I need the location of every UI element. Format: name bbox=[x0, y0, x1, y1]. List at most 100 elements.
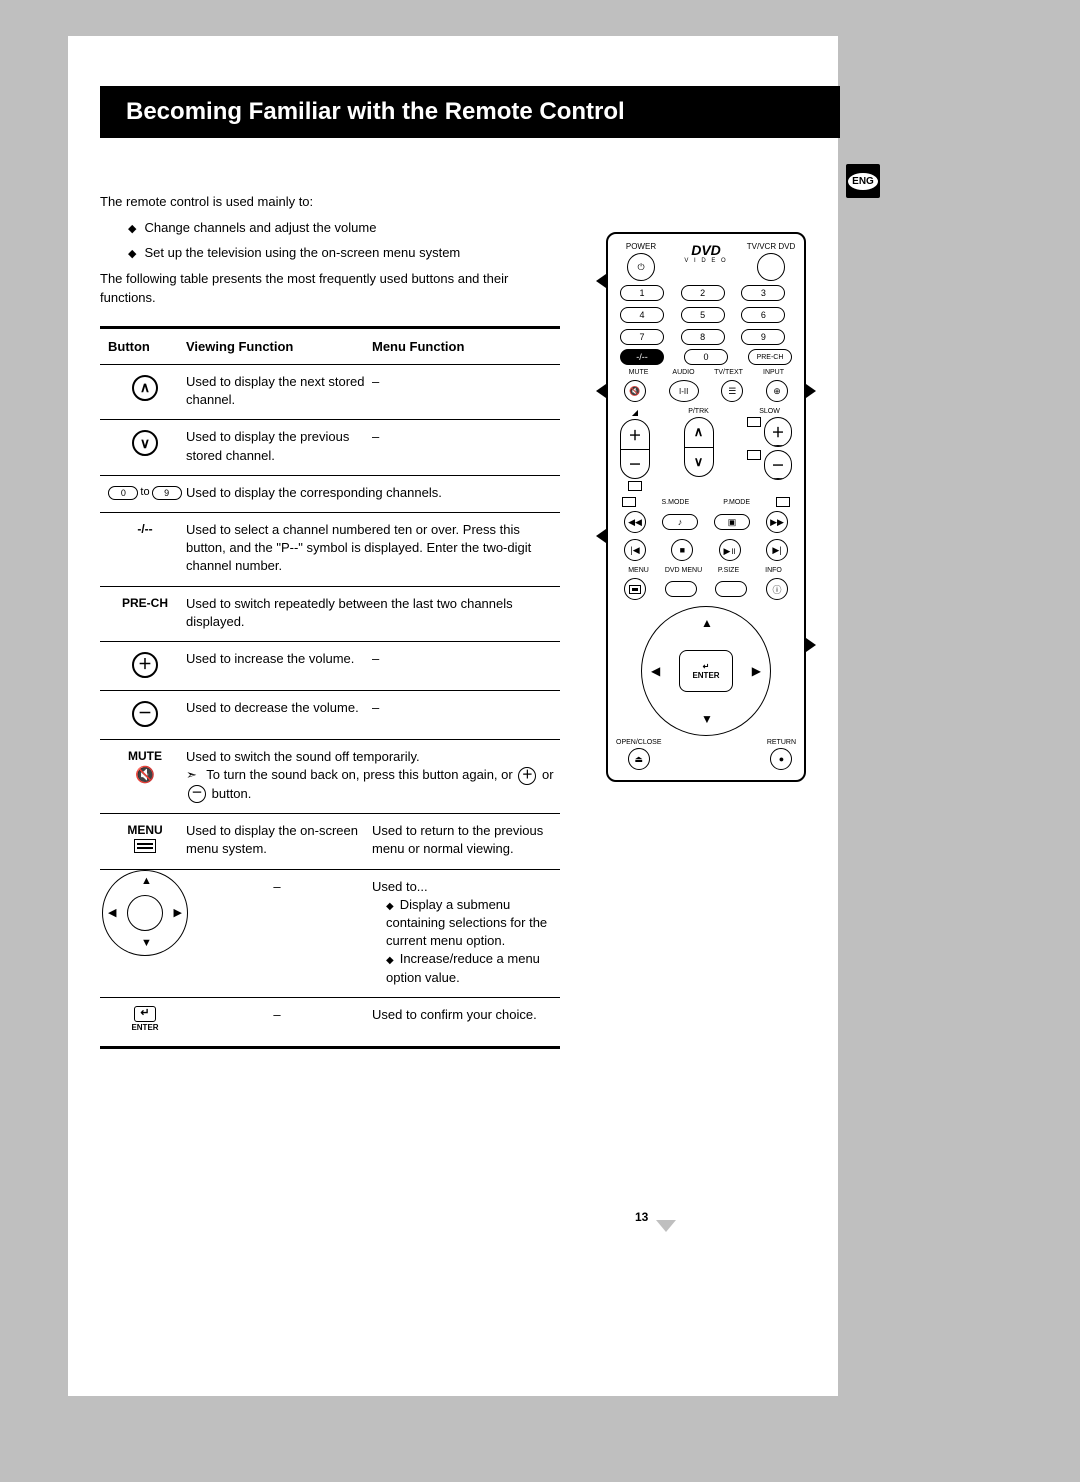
dash-desc: Used to select a channel numbered ten or… bbox=[186, 521, 560, 576]
return-icon: ● bbox=[770, 748, 792, 770]
intro-line1: The remote control is used mainly to: bbox=[100, 192, 560, 212]
channel-down-icon: ∨ bbox=[132, 430, 158, 456]
pmode-button-icon: ▣ bbox=[714, 514, 750, 530]
num-button: 4 bbox=[620, 307, 664, 323]
dash-button: -/-- bbox=[620, 349, 664, 365]
prech-button-label: PRE-CH bbox=[122, 595, 168, 612]
voldn-menu: – bbox=[372, 699, 560, 717]
num-button: 8 bbox=[681, 329, 725, 345]
open-close-group: OPEN/CLOSE ⏏ bbox=[616, 739, 662, 770]
tiny-icon bbox=[747, 450, 761, 460]
psize-button-icon bbox=[715, 581, 747, 597]
menu-button-label: MENU bbox=[127, 822, 162, 839]
ch-down-viewing: Used to display the previous stored chan… bbox=[186, 428, 368, 464]
callout-arrow-icon bbox=[806, 384, 816, 398]
volup-desc: Used to increase the volume. bbox=[186, 650, 368, 680]
return-group: RETURN ● bbox=[767, 739, 796, 770]
callout-arrow-icon bbox=[596, 529, 606, 543]
table-row: PRE-CH Used to switch repeatedly between… bbox=[100, 587, 560, 642]
power-label: POWER bbox=[616, 242, 666, 251]
voldn-desc: Used to decrease the volume. bbox=[186, 699, 368, 729]
dash-button-label: -/-- bbox=[137, 521, 152, 538]
play-pause-icon: ▶॥ bbox=[719, 539, 741, 561]
number-pad: 1 2 3 4 5 6 7 8 9 bbox=[620, 285, 792, 345]
dpad-menu-list: Display a submenu containing selections … bbox=[372, 896, 560, 987]
callout-arrow-icon bbox=[806, 638, 816, 652]
tvtext-label: TV/TEXT bbox=[708, 369, 749, 376]
input-button-icon: ⊕ bbox=[766, 380, 788, 402]
stop-icon: ■ bbox=[671, 539, 693, 561]
intro-bullet-2: Set up the television using the on-scree… bbox=[128, 243, 560, 263]
num-button: 7 bbox=[620, 329, 664, 345]
num-button: 5 bbox=[681, 307, 725, 323]
mode-button-icon bbox=[757, 253, 785, 281]
audio-button-icon: I-II bbox=[669, 380, 699, 402]
num-button: 1 bbox=[620, 285, 664, 301]
power-button-icon: ⏻ bbox=[627, 253, 655, 281]
hdr-button: Button bbox=[100, 339, 186, 354]
table-row: -/-- Used to select a channel numbered t… bbox=[100, 513, 560, 587]
menu-menu: Used to return to the previous menu or n… bbox=[368, 822, 560, 858]
mute-button-label: MUTE bbox=[128, 748, 162, 765]
nums-desc: Used to display the corresponding channe… bbox=[186, 484, 560, 502]
inline-minus-icon: － bbox=[188, 785, 206, 803]
page-corner-icon bbox=[656, 1220, 676, 1232]
num-button: 2 bbox=[681, 285, 725, 301]
smode-label: S.MODE bbox=[653, 499, 697, 506]
prev-icon: |◀ bbox=[624, 539, 646, 561]
remote-diagram: POWER ⏻ DVD V I D E O TV/VCR DVD 1 2 3 4… bbox=[606, 232, 806, 782]
num-9-icon: 9 bbox=[152, 486, 182, 500]
volume-up-icon: ＋ bbox=[132, 652, 158, 678]
channel-rocker-icon: ∧∨ bbox=[684, 417, 714, 477]
rewind-icon: ◀◀ bbox=[624, 511, 646, 533]
page-number: 13 bbox=[635, 1210, 648, 1224]
page-title-bar: Becoming Familiar with the Remote Contro… bbox=[100, 86, 840, 138]
hdr-viewing: Viewing Function bbox=[186, 339, 368, 354]
intro-line2: The following table presents the most fr… bbox=[100, 269, 560, 308]
prech-button: PRE-CH bbox=[748, 349, 792, 365]
audio-label: AUDIO bbox=[663, 369, 704, 376]
volup-menu: – bbox=[372, 650, 560, 668]
forward-icon: ▶▶ bbox=[766, 511, 788, 533]
channel-up-icon: ∧ bbox=[132, 375, 158, 401]
tiny-icon bbox=[747, 417, 761, 427]
slow-rocker-icon: － bbox=[764, 450, 792, 480]
table-row: ↵ ENTER – Used to confirm your choice. bbox=[100, 998, 560, 1049]
psize-label: P.SIZE bbox=[708, 567, 749, 574]
dpad-menu-item-2: Increase/reduce a menu option value. bbox=[386, 950, 560, 986]
num-to-label: to bbox=[140, 485, 149, 500]
ch-up-menu: – bbox=[372, 373, 560, 391]
table-row: － Used to decrease the volume. – bbox=[100, 691, 560, 740]
dpad-menu-item-1: Display a submenu containing selections … bbox=[386, 896, 560, 951]
language-badge: ENG bbox=[846, 164, 880, 198]
tiny-icon bbox=[776, 497, 790, 507]
enter-viewing: – bbox=[186, 1006, 368, 1036]
table-row: 0 to 9 Used to display the corresponding… bbox=[100, 476, 560, 513]
pmode-label: P.MODE bbox=[715, 499, 759, 506]
volume-down-icon: － bbox=[132, 701, 158, 727]
enter-icon: ↵ ENTER bbox=[127, 1006, 163, 1036]
tiny-icon bbox=[628, 481, 642, 491]
dvdmenu-button-icon bbox=[665, 581, 697, 597]
num-button: 9 bbox=[741, 329, 785, 345]
table-row: ∨ Used to display the previous stored ch… bbox=[100, 420, 560, 475]
dpad-menu-lead: Used to... bbox=[372, 878, 560, 896]
smode-button-icon: ♪ bbox=[662, 514, 698, 530]
mute-icon: 🔇 bbox=[135, 765, 155, 787]
prech-desc: Used to switch repeatedly between the la… bbox=[186, 595, 560, 631]
page-title: Becoming Familiar with the Remote Contro… bbox=[102, 98, 625, 126]
table-header-row: Button Viewing Function Menu Function bbox=[100, 326, 560, 365]
num-button: 3 bbox=[741, 285, 785, 301]
num-0-icon: 0 bbox=[108, 486, 138, 500]
zero-button: 0 bbox=[684, 349, 728, 365]
video-sub-label: V I D E O bbox=[670, 258, 742, 264]
callout-arrow-icon bbox=[596, 274, 606, 288]
volume-rocker-icon: ＋－ bbox=[620, 419, 650, 479]
ch-up-viewing: Used to display the next stored channel. bbox=[186, 373, 368, 409]
language-badge-label: ENG bbox=[847, 172, 879, 191]
ch-down-menu: – bbox=[372, 428, 560, 446]
menu-button-icon bbox=[624, 578, 646, 600]
mute-button-icon: 🔇 bbox=[624, 380, 646, 402]
tiny-icon bbox=[622, 497, 636, 507]
callout-arrow-icon bbox=[596, 384, 606, 398]
